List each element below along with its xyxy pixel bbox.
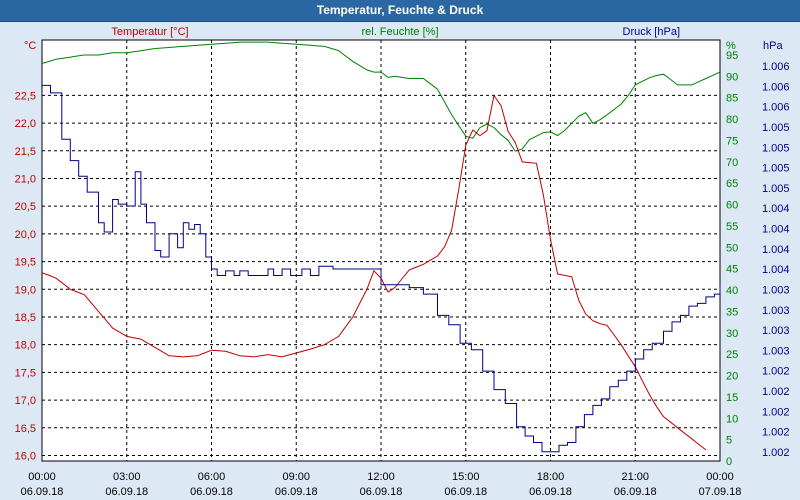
temperature-tick-label: 21,0 (15, 173, 36, 185)
x-tick-date-label: 06.09.18 (21, 486, 64, 498)
x-tick-date-label: 06.09.18 (444, 486, 487, 498)
x-tick-time-label: 21:00 (621, 471, 649, 483)
humidity-tick-label: 25 (726, 349, 738, 361)
x-tick-date-label: 06.09.18 (105, 486, 148, 498)
humidity-tick-label: 45 (726, 264, 738, 276)
x-tick-time-label: 12:00 (367, 471, 395, 483)
temperature-tick-label: 17,5 (15, 367, 36, 379)
humidity-legend: rel. Feuchte [%] (361, 26, 438, 38)
left-axis-unit: °C (24, 40, 36, 52)
pressure-tick-label: 1.002 (762, 427, 790, 439)
humidity-tick-label: 65 (726, 178, 738, 190)
grid-lines (42, 40, 720, 461)
right-axis-unit-pressure: hPa (763, 40, 783, 52)
x-tick-time-label: 18:00 (537, 471, 565, 483)
humidity-tick-label: 15 (726, 392, 738, 404)
humidity-tick-label: 60 (726, 200, 738, 212)
temperature-tick-label: 21,5 (15, 146, 36, 158)
humidity-tick-label: 75 (726, 135, 738, 147)
x-tick-time-label: 03:00 (113, 471, 141, 483)
chart-title: Temperatur, Feuchte & Druck (316, 3, 484, 17)
pressure-tick-label: 1.002 (762, 366, 790, 378)
temperature-tick-label: 17,0 (15, 395, 36, 407)
pressure-tick-label: 1.004 (762, 224, 790, 236)
x-tick-time-label: 06:00 (198, 471, 226, 483)
temperature-tick-label: 19,0 (15, 284, 36, 296)
temperature-tick-label: 22,5 (15, 90, 36, 102)
temperature-tick-label: 20,0 (15, 229, 36, 241)
pressure-tick-label: 1.002 (762, 386, 790, 398)
humidity-tick-label: 35 (726, 306, 738, 318)
humidity-tick-label: 10 (726, 413, 738, 425)
humidity-tick-label: 55 (726, 221, 738, 233)
pressure-tick-label: 1.006 (762, 81, 790, 93)
pressure-tick-label: 1.005 (762, 142, 790, 154)
pressure-tick-label: 1.002 (762, 406, 790, 418)
pressure-tick-label: 1.005 (762, 122, 790, 134)
humidity-tick-label: 30 (726, 328, 738, 340)
pressure-tick-label: 1.005 (762, 163, 790, 175)
x-tick-date-label: 06.09.18 (190, 486, 233, 498)
pressure-tick-label: 1.004 (762, 203, 790, 215)
pressure-tick-label: 1.003 (762, 284, 790, 296)
x-tick-date-label: 06.09.18 (360, 486, 403, 498)
humidity-tick-label: 5 (726, 435, 732, 447)
chart-title-bar: Temperatur, Feuchte & Druck (0, 0, 800, 22)
x-tick-time-label: 09:00 (282, 471, 310, 483)
temperature-line (41, 94, 707, 451)
pressure-legend: Druck [hPa] (623, 26, 680, 38)
temperature-tick-label: 16,0 (15, 450, 36, 462)
temperature-tick-label: 16,5 (15, 423, 36, 435)
x-tick-time-label: 00:00 (28, 471, 56, 483)
humidity-line (41, 41, 721, 152)
pressure-line (42, 84, 721, 453)
humidity-tick-label: 20 (726, 371, 738, 383)
pressure-tick-label: 1.005 (762, 183, 790, 195)
x-tick-time-label: 00:00 (706, 471, 734, 483)
pressure-tick-label: 1.004 (762, 264, 790, 276)
temperature-tick-label: 19,5 (15, 257, 36, 269)
humidity-tick-label: 80 (726, 114, 738, 126)
x-tick-date-label: 06.09.18 (614, 486, 657, 498)
x-tick-date-label: 06.09.18 (529, 486, 572, 498)
x-tick-time-label: 15:00 (452, 471, 480, 483)
temperature-tick-label: 18,0 (15, 340, 36, 352)
humidity-tick-label: 50 (726, 242, 738, 254)
series-group (41, 41, 721, 453)
humidity-tick-label: 85 (726, 93, 738, 105)
x-tick-date-label: 06.09.18 (275, 486, 318, 498)
temperature-legend: Temperatur [°C] (111, 26, 188, 38)
humidity-tick-label: 95 (726, 50, 738, 62)
pressure-tick-label: 1.002 (762, 447, 790, 459)
temperature-tick-label: 18,5 (15, 312, 36, 324)
pressure-tick-label: 1.003 (762, 325, 790, 337)
pressure-tick-label: 1.006 (762, 61, 790, 73)
pressure-tick-label: 1.006 (762, 102, 790, 114)
temperature-tick-label: 20,5 (15, 201, 36, 213)
pressure-tick-label: 1.004 (762, 244, 790, 256)
humidity-tick-label: 70 (726, 157, 738, 169)
axis-labels: Temperatur [°C] rel. Feuchte [%] Druck [hP… (15, 26, 790, 498)
right-axis-unit-humidity: % (726, 40, 736, 52)
pressure-tick-label: 1.003 (762, 305, 790, 317)
x-tick-date-label: 07.09.18 (699, 486, 742, 498)
pressure-tick-label: 1.003 (762, 345, 790, 357)
humidity-tick-label: 90 (726, 71, 738, 83)
temperature-tick-label: 22,0 (15, 118, 36, 130)
humidity-tick-label: 40 (726, 285, 738, 297)
humidity-tick-label: 0 (726, 456, 732, 468)
